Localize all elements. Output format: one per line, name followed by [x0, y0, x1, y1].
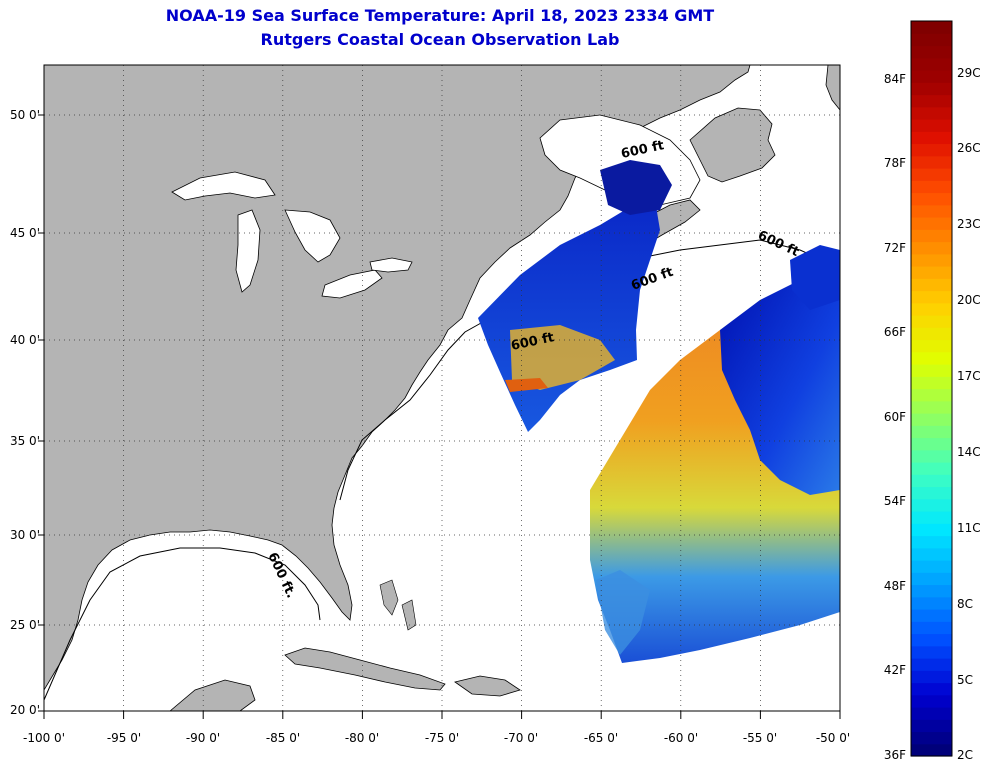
lon-tick-65: -65 0'	[583, 731, 619, 745]
colorbar-f-60: 60F	[883, 410, 906, 424]
cuba-land	[284, 647, 446, 691]
sst-warm-streak	[505, 378, 548, 392]
lat-tick-45: 45 0'	[9, 226, 40, 240]
colorbar-f-36: 36F	[883, 748, 906, 762]
colorbar-f-72: 72F	[883, 241, 906, 255]
colorbar-f-84: 84F	[883, 72, 906, 86]
lon-tick-75: -75 0'	[424, 731, 460, 745]
bahamas-land	[379, 579, 417, 631]
colorbar-c-14: 14C	[957, 445, 981, 459]
sst-atlantic-cold-north	[720, 272, 840, 495]
hispaniola-land	[454, 675, 521, 697]
colorbar-c-2: 2C	[957, 748, 974, 762]
lat-tick-40: 40 0'	[9, 333, 40, 347]
colorbar-c-29: 29C	[957, 66, 981, 80]
colorbar-c-8: 8C	[957, 597, 974, 611]
lon-tick-55: -55 0'	[742, 731, 778, 745]
lon-tick-60: -60 0'	[663, 731, 699, 745]
colorbar-f-48: 48F	[883, 579, 906, 593]
map-subtitle: Rutgers Coastal Ocean Observation Lab	[260, 30, 620, 49]
sst-gulf-st-lawrence-cold	[600, 160, 672, 215]
lon-tick-100: -100 0'	[23, 731, 65, 745]
lat-tick-25: 25 0'	[9, 618, 40, 632]
greenland-land	[825, 65, 840, 111]
lat-tick-50: 50 0'	[9, 108, 40, 122]
lon-tick-90: -90 0'	[185, 731, 221, 745]
colorbar-c-26: 26C	[957, 141, 981, 155]
colorbar-f-78: 78F	[883, 156, 906, 170]
newfoundland-land	[689, 107, 776, 183]
colorbar-f-42: 42F	[883, 663, 906, 677]
colorbar-c-11: 11C	[957, 521, 981, 535]
colorbar-f-54: 54F	[883, 494, 906, 508]
lon-tick-95: -95 0'	[106, 731, 142, 745]
lon-tick-85: -85 0'	[265, 731, 301, 745]
colorbar-c-20: 20C	[957, 293, 981, 307]
sst-far-northeast-cold	[790, 245, 840, 310]
map-title: NOAA-19 Sea Surface Temperature: April 1…	[165, 6, 715, 25]
sst-southwest-cool	[596, 570, 650, 655]
axis-ticks	[38, 114, 841, 719]
lon-tick-80: -80 0'	[344, 731, 380, 745]
colorbar-c-17: 17C	[957, 369, 981, 383]
lon-tick-70: -70 0'	[503, 731, 539, 745]
yucatan-land	[169, 679, 256, 711]
sst-northeast-warm-patch	[510, 325, 615, 390]
lon-tick-50: -50 0'	[815, 731, 851, 745]
lat-tick-35: 35 0'	[9, 434, 40, 448]
lat-tick-30: 30 0'	[9, 528, 40, 542]
lat-tick-20: 20 0'	[9, 703, 40, 717]
colorbar-f-66: 66F	[883, 325, 906, 339]
great-lakes	[171, 171, 413, 299]
colorbar-c-5: 5C	[957, 673, 974, 687]
colorbar-c-23: 23C	[957, 217, 981, 231]
